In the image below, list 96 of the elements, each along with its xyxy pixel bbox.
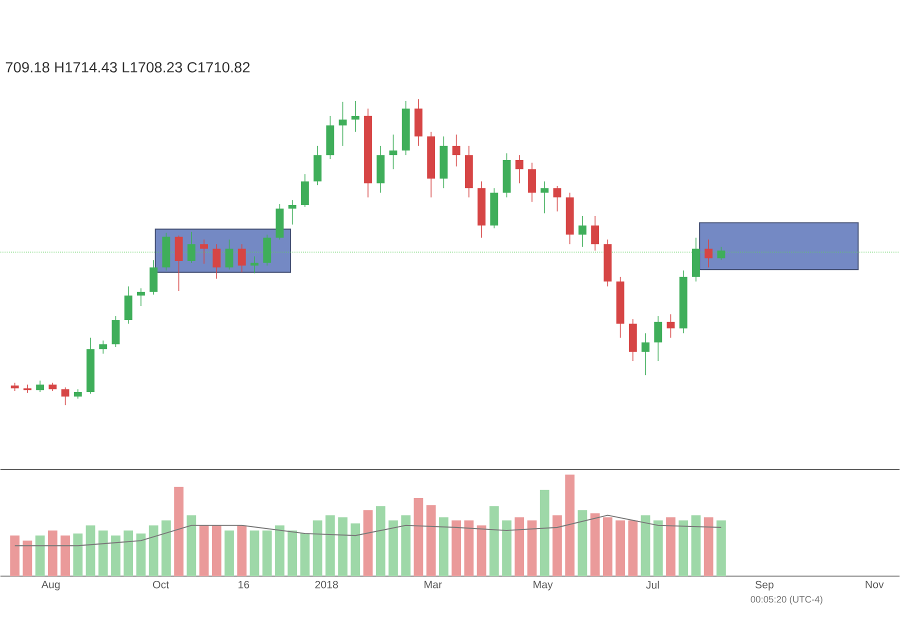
candlestick [200,238,208,264]
bar [464,520,474,576]
bar [502,520,512,576]
bar [275,525,284,576]
candlestick [540,180,549,214]
candlestick [212,244,221,279]
bar [98,530,108,576]
bar [376,506,386,576]
candlestick [238,244,246,272]
x-tick-label: Oct [152,580,169,588]
bar [86,525,96,576]
candlestick [225,238,234,270]
candlestick [99,340,108,354]
bar [691,515,701,576]
bar [616,520,625,576]
candlestick [591,215,600,251]
bar [186,515,196,576]
bar [300,533,310,576]
candlestick [351,100,360,132]
bar [640,515,650,576]
bar [148,525,158,576]
bar [174,486,184,576]
candlestick [338,101,347,146]
candlestick [288,199,296,225]
bar [388,520,398,576]
x-tick-label: Sep [755,580,774,590]
bar [401,515,411,576]
bar [22,540,32,576]
bar [628,520,638,576]
bar [338,517,348,576]
bar [212,525,222,576]
bar [262,530,272,576]
bar [199,525,209,576]
candlestick [36,380,44,392]
x-tick-label: Aug [41,580,60,590]
bar [237,525,247,576]
bar [124,530,134,576]
candlestick [578,215,586,248]
bar [250,530,260,576]
candlestick [515,154,524,184]
bar [363,510,373,576]
candlestick [452,134,460,167]
bar [48,530,58,576]
bar [35,535,45,576]
x-tick-label: May [534,580,553,590]
candlestick [642,332,650,376]
bar [552,515,562,576]
bar [312,520,322,576]
bar [10,535,20,576]
bar [527,520,537,576]
bar [350,523,360,576]
candlestick [137,288,145,306]
bar [678,520,688,576]
candlestick [389,134,398,170]
candlestick [61,386,70,406]
bar [540,490,550,576]
bar [653,520,663,576]
x-tick-label: Mar [424,580,442,588]
bar [73,533,83,576]
candlestick [717,246,726,260]
x-tick-label: 2018 [315,580,338,588]
text: 00:05:20 (UTC-4) [750,596,822,604]
bar [452,520,461,576]
bar [666,517,676,576]
candlestick [250,256,258,274]
candlestick [74,388,82,399]
bar [439,517,448,576]
x-tick-label: Jul [646,580,659,588]
bar [514,517,524,576]
bar [60,535,70,576]
bar [578,510,588,576]
bar [476,525,486,576]
bar [288,530,298,576]
bar [224,530,234,576]
bar [704,517,714,576]
x-tick-label: Nov [866,580,884,588]
bar [162,520,171,576]
candlestick [704,238,713,268]
bar [565,474,575,576]
bar [602,517,612,576]
bar [111,535,120,576]
bar [325,515,335,576]
candlestick [187,231,196,263]
bar [136,533,146,576]
candlestick [528,162,536,202]
bar [414,498,424,576]
candlestick [300,173,309,207]
candlestick [654,315,662,362]
candlestick [553,185,562,212]
candlestick [666,314,675,338]
text: 709.18 H1714.43 L1708.23 C1710.82 [6,62,250,72]
bar [426,504,436,576]
x-tick-label: 16 [238,580,250,588]
bar [716,520,726,576]
bar [590,512,600,576]
bar [489,506,499,576]
